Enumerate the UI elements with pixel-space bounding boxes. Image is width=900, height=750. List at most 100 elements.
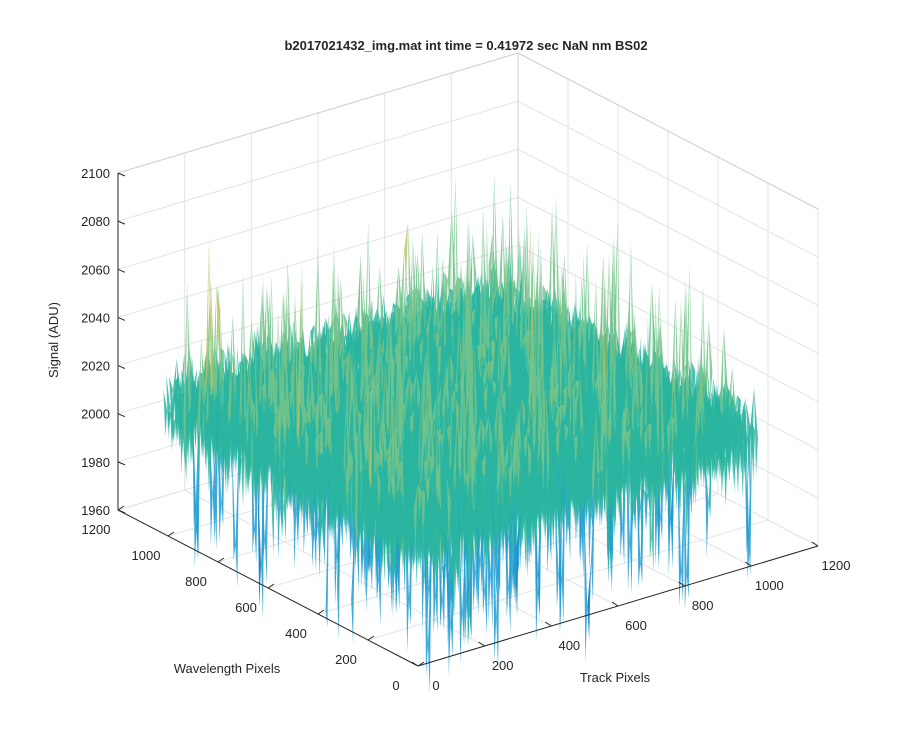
surface-facet: [186, 412, 190, 448]
surface-facet: [422, 231, 427, 353]
surface-facet: [426, 312, 430, 351]
surface-facet: [227, 380, 232, 458]
surface-facet: [268, 400, 273, 431]
surface-facet: [488, 233, 493, 303]
surface-facet: [311, 392, 316, 427]
surface-facet: [343, 312, 348, 341]
surface-facet: [278, 328, 282, 480]
surface-facet: [297, 459, 301, 515]
surface-facet: [318, 428, 323, 479]
surface-facet: [226, 430, 230, 495]
grid-line: [517, 148, 819, 306]
surface-facet: [306, 353, 311, 421]
surface-facet: [292, 431, 297, 449]
surface-facet: [403, 322, 408, 362]
surface-facet: [507, 326, 512, 409]
surface-facet: [309, 343, 314, 381]
surface-facet: [550, 304, 555, 368]
surface-facet: [381, 351, 386, 388]
surface-facet: [491, 341, 496, 386]
surface-facet: [337, 359, 342, 399]
surface-facet: [509, 342, 514, 396]
surface-facet: [269, 429, 274, 496]
grid-line: [517, 245, 819, 403]
surface-facet: [235, 425, 240, 588]
surface-facet: [262, 429, 267, 482]
surface-facet: [415, 251, 420, 353]
surface-facet: [277, 427, 281, 508]
surface-facet: [255, 430, 260, 491]
surface-facet: [240, 408, 245, 463]
surface-facet: [223, 367, 227, 429]
surface-facet: [412, 235, 417, 367]
surface-facet: [251, 412, 256, 501]
surface-facet: [501, 346, 506, 385]
surface-facet: [283, 439, 288, 541]
surface-facet: [381, 322, 386, 354]
surface-facet: [498, 297, 502, 339]
surface-facet: [285, 467, 290, 511]
surface-facet: [412, 371, 417, 408]
surface-facet: [257, 454, 262, 515]
surface-facet: [311, 416, 316, 448]
surface-facet: [259, 275, 263, 415]
surface-facet: [334, 242, 338, 438]
surface-facet: [171, 418, 176, 443]
surface-facet: [506, 245, 511, 356]
surface-facet: [457, 262, 462, 330]
surface-facet: [280, 431, 284, 540]
surface-facet: [228, 406, 233, 451]
surface-facet: [314, 246, 318, 398]
surface-facet: [163, 389, 168, 437]
surface-facet: [471, 307, 476, 329]
surface-facet: [310, 324, 315, 360]
surface-facet: [211, 393, 216, 474]
surface-facet: [326, 416, 331, 469]
surface-facet: [518, 349, 523, 367]
surface-facet: [341, 359, 346, 386]
surface-facet: [205, 238, 209, 431]
surface-facet: [237, 436, 242, 494]
surface-facet: [542, 299, 547, 342]
surface-facet: [262, 380, 266, 425]
surface-facet: [348, 341, 353, 454]
surface-facet: [518, 311, 522, 374]
surface-facet: [271, 448, 276, 557]
surface-facet: [554, 304, 558, 334]
surface-facet: [437, 344, 442, 397]
surface-facet: [212, 285, 217, 415]
surface-facet: [169, 375, 173, 409]
surface-facet: [422, 325, 427, 355]
surface-facet: [519, 371, 524, 409]
surface-facet: [368, 388, 373, 425]
surface-facet: [422, 348, 427, 440]
surface-facet: [328, 312, 333, 384]
surface-facet: [404, 222, 409, 283]
surface-facet: [295, 293, 300, 434]
surface-facet: [243, 414, 247, 450]
surface-facet: [294, 460, 299, 491]
surface-facet: [335, 302, 340, 426]
surface-facet: [208, 394, 213, 450]
surface-facet: [415, 334, 420, 363]
surface-facet: [234, 391, 239, 472]
surface-facet: [369, 300, 373, 386]
surface-facet: [177, 369, 182, 448]
surface-facet: [282, 425, 287, 480]
surface-facet: [347, 339, 352, 366]
surface-facet: [248, 409, 253, 454]
surface-facet: [197, 336, 202, 444]
box-edge: [517, 52, 819, 210]
surface-facet: [476, 383, 481, 413]
surface-facet: [288, 434, 293, 511]
surface-facet: [218, 391, 223, 443]
surface-facet: [523, 234, 528, 369]
surface-facet: [418, 231, 423, 368]
surface-facet: [206, 417, 210, 440]
surface-facet: [289, 385, 294, 417]
surface-facet: [258, 418, 263, 446]
surface-facet: [516, 333, 520, 369]
surface-facet: [586, 342, 591, 372]
surface-facet: [517, 370, 521, 396]
surface-facet: [304, 426, 309, 475]
